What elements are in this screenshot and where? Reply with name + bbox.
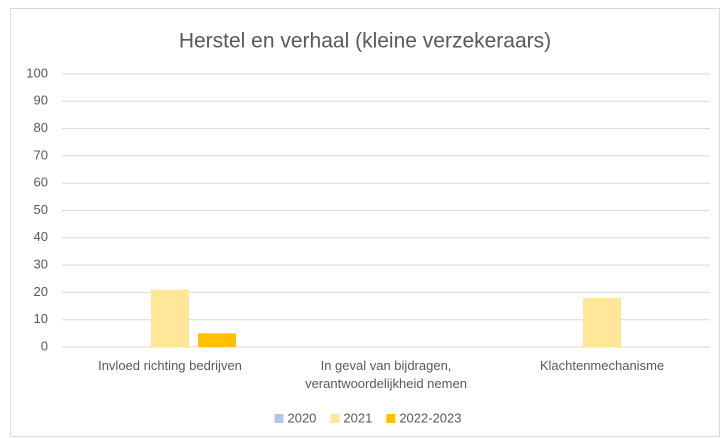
y-tick-label: 70 (34, 147, 48, 162)
y-tick-label: 60 (34, 175, 48, 190)
legend-label: 2022-2023 (399, 410, 461, 425)
y-tick-label: 0 (41, 338, 48, 353)
legend-label: 2020 (287, 410, 316, 425)
y-tick-label: 20 (34, 284, 48, 299)
y-tick-label: 10 (34, 311, 48, 326)
legend-swatch (386, 414, 396, 423)
y-tick-label: 100 (26, 65, 48, 80)
y-tick-label: 90 (34, 93, 48, 108)
x-tick-label: Invloed richting bedrijven (98, 358, 242, 373)
y-tick-label: 30 (34, 257, 48, 272)
bar (151, 289, 189, 347)
x-tick-label: Klachtenmechanisme (539, 358, 665, 373)
bar (198, 333, 236, 347)
legend-swatch (274, 414, 284, 423)
y-tick-label: 50 (34, 202, 48, 217)
x-tick-label: In geval van bijdragen, verantwoordelijk… (305, 358, 467, 391)
chart-title: Herstel en verhaal (kleine verzekeraars) (179, 30, 551, 53)
y-tick-label: 40 (34, 229, 48, 244)
legend-label: 2021 (343, 410, 372, 425)
chart-border (10, 8, 720, 437)
legend-swatch (330, 414, 340, 423)
y-tick-label: 80 (34, 120, 48, 135)
bar (583, 297, 621, 347)
